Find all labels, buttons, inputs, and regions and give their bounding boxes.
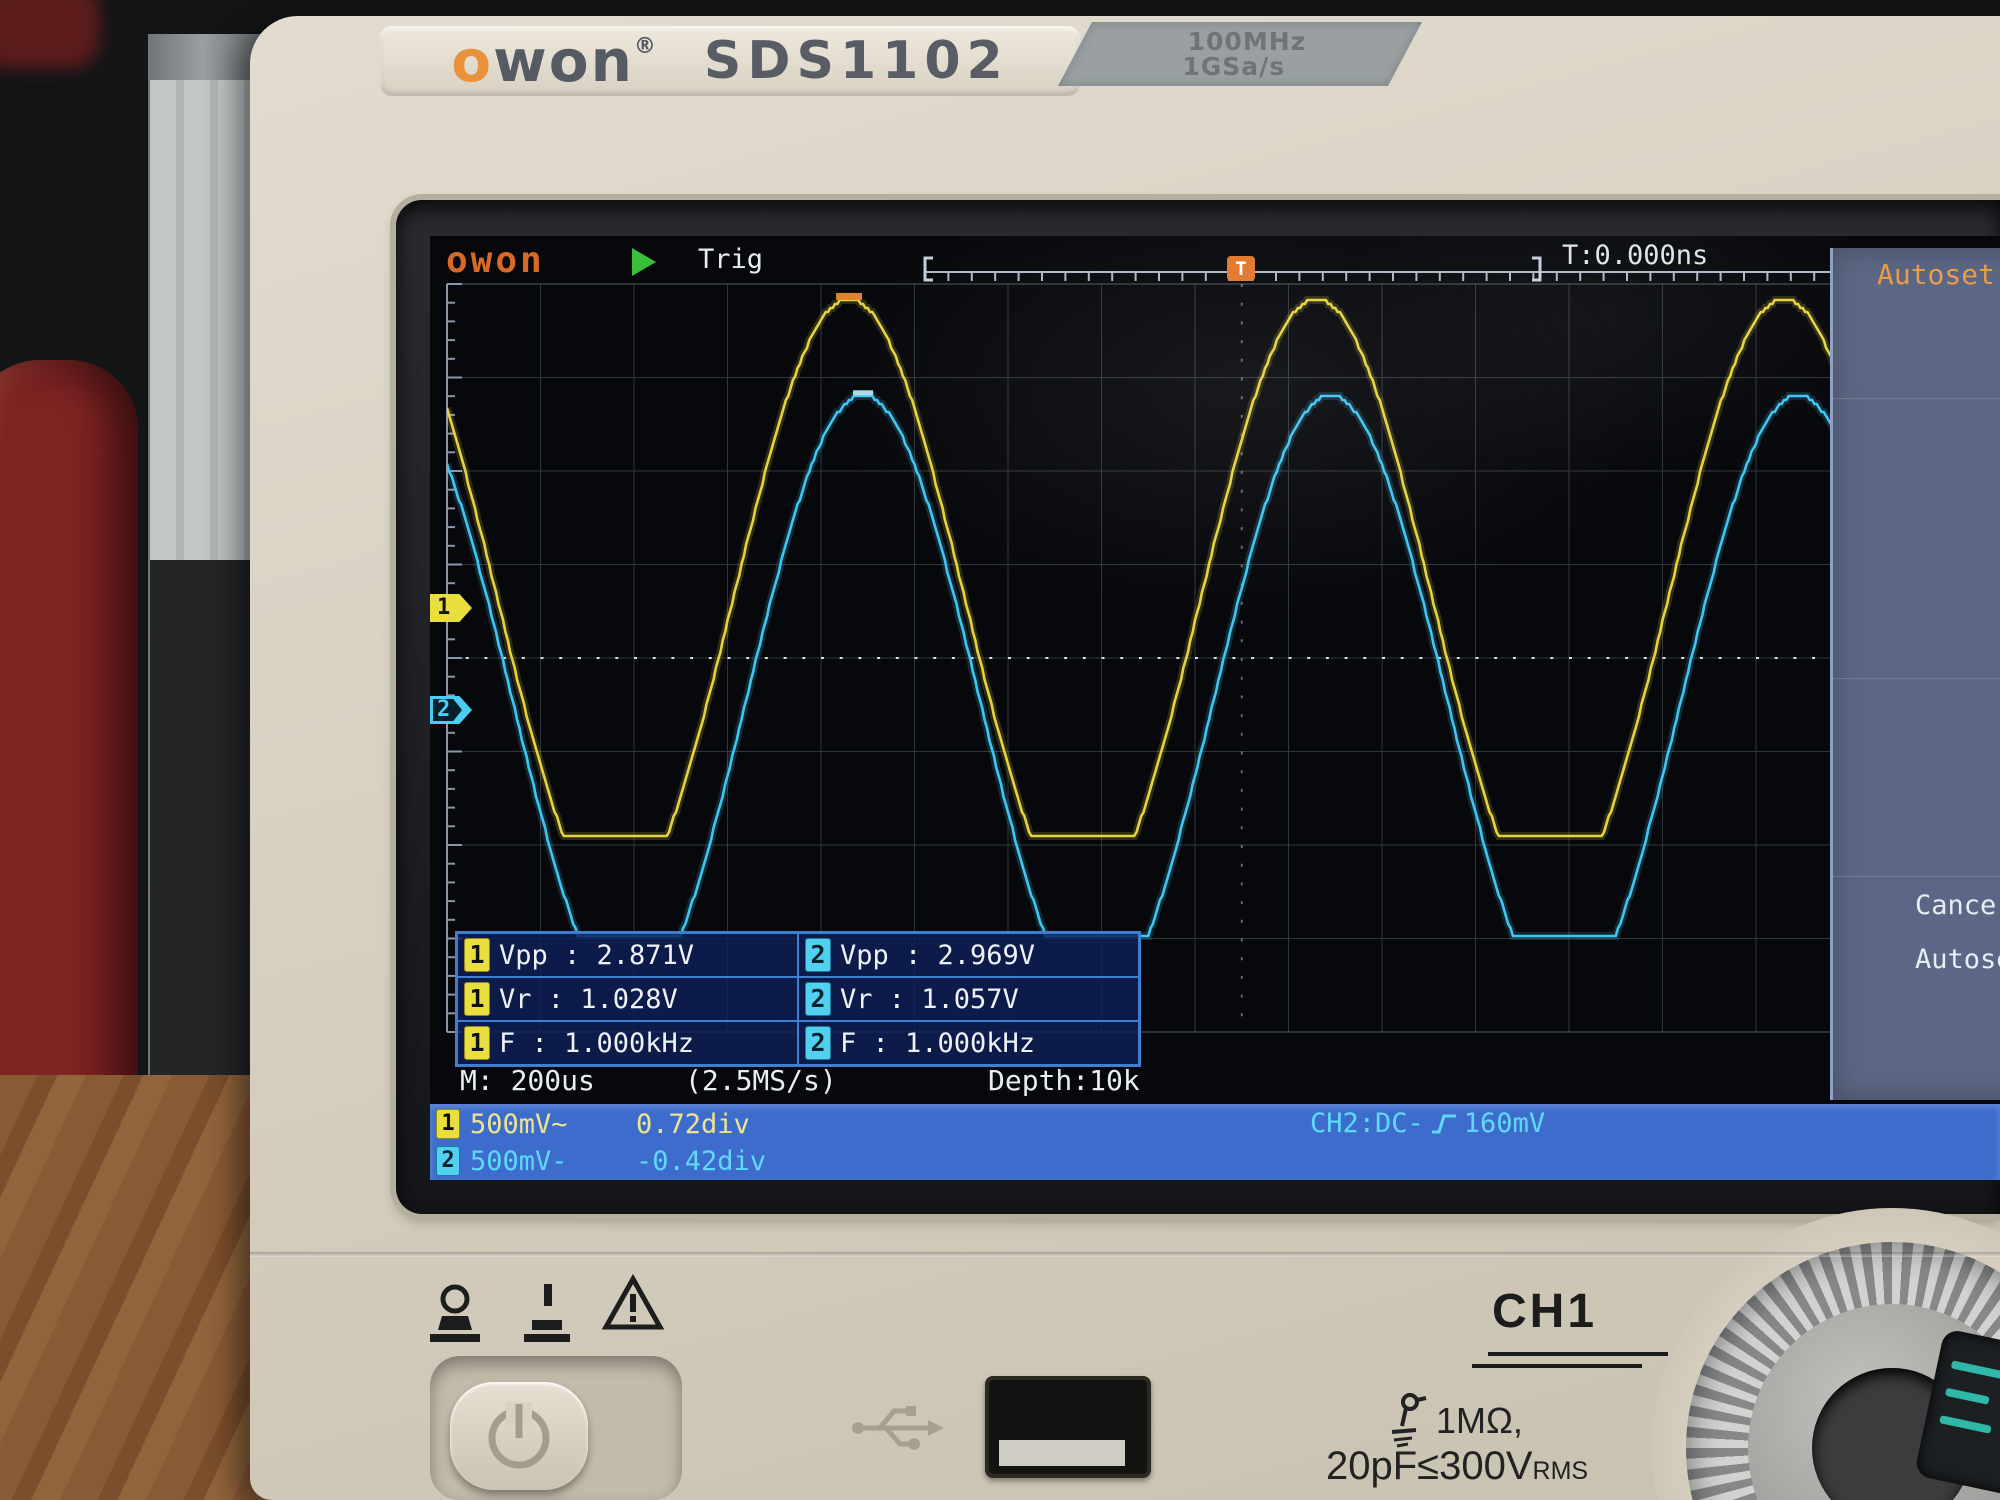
meas-ch1-vpp: 1 Vpp : 2.871V <box>457 933 798 977</box>
probe-label-line <box>1939 1415 1992 1434</box>
channel-info-bar: 1 500mV~ 0.72div 2 500mV- -0.42div CH2:D… <box>430 1104 2000 1180</box>
run-state-play-icon <box>632 248 656 276</box>
meas-ch1-vr: 1 Vr : 1.028V <box>457 977 798 1021</box>
ch1-badge: 1 <box>464 982 490 1016</box>
meas-ch2-vpp: 2 Vpp : 2.969V <box>798 933 1139 977</box>
menu-title-autoset[interactable]: Autoset <box>1876 258 1995 291</box>
timebase-readout: M: 200us <box>460 1064 595 1097</box>
ch1-marker-number: 1 <box>437 595 451 620</box>
measurement-panel: 1 Vpp : 2.871V 1 Vr : 1.028V 1 F : 1.000… <box>455 931 1141 1067</box>
trigger-position-marker: T <box>1227 256 1255 281</box>
usb-port-tongue <box>999 1440 1125 1466</box>
input-impedance-label: 1MΩ, <box>1388 1392 1523 1450</box>
rising-edge-icon <box>1431 1114 1456 1133</box>
menu-item-cancel[interactable]: Cance <box>1915 890 1997 921</box>
ch1-scale: 500mV~ <box>470 1108 568 1140</box>
warning-triangle-icon <box>602 1274 664 1330</box>
oscilloscope-body: owon® SDS1102 100MHz 1GSa/s owon Trig T:… <box>250 16 2000 1500</box>
ch2-badge: 2 <box>436 1146 460 1176</box>
ch2-badge: 2 <box>805 982 831 1016</box>
status-bar: M: 200us (2.5MS/s) Depth:10k <box>430 1062 2000 1104</box>
usb-port <box>985 1376 1151 1478</box>
exclamation-base-icon <box>524 1284 570 1342</box>
ch1-underline <box>1472 1364 1642 1368</box>
meas-value: Vpp : 2.969V <box>840 939 1036 971</box>
menu-divider <box>1833 398 2000 399</box>
meas-value: Vpp : 2.871V <box>499 939 695 971</box>
panel-seam <box>250 1252 2000 1257</box>
model-number: SDS1102 <box>703 31 1009 91</box>
ch1-underline <box>1488 1352 1668 1356</box>
ch2-badge: 2 <box>805 1026 831 1060</box>
meas-value: Vr : 1.028V <box>499 983 678 1015</box>
memory-depth-readout: Depth:10k <box>988 1064 1140 1097</box>
ch2-info-line: 2 500mV- -0.42div <box>436 1143 766 1179</box>
ch2-position-marker: 2 <box>430 696 472 724</box>
screen-bezel: owon Trig T:0.000ns T Autoset Cance Auto… <box>396 200 2000 1214</box>
menu-divider <box>1833 876 2000 877</box>
ch2-position: -0.42div <box>636 1145 767 1177</box>
trigger-source: CH2:DC- <box>1310 1108 1424 1139</box>
meas-value: Vr : 1.057V <box>840 983 1019 1015</box>
meas-ch2-freq: 2 F : 1.000kHz <box>798 1021 1139 1065</box>
ch1-info-line: 1 500mV~ 0.72div <box>436 1106 750 1142</box>
screen-logo: owon <box>446 240 545 281</box>
trig-status-label: Trig <box>698 244 764 275</box>
ch2-marker-inner <box>433 699 462 721</box>
menu-divider <box>1833 678 2000 679</box>
probe-label-line <box>1944 1387 1990 1405</box>
background-red-object <box>0 0 100 68</box>
ch2-scale: 500mV- <box>470 1145 568 1177</box>
power-button-recess <box>430 1356 682 1500</box>
bandwidth-text: 100MHz <box>1187 27 1306 56</box>
ch1-badge: 1 <box>464 938 490 972</box>
ch2-marker-number: 2 <box>437 697 451 722</box>
oscilloscope-screen: owon Trig T:0.000ns T Autoset Cance Auto… <box>430 236 2000 1180</box>
person-button-icon <box>430 1284 480 1342</box>
ch1-position: 0.72div <box>636 1108 750 1140</box>
meas-ch2-vr: 2 Vr : 1.057V <box>798 977 1139 1021</box>
red-tool-handle <box>0 360 138 1170</box>
bandwidth-badge: 100MHz 1GSa/s <box>1057 22 1423 86</box>
trigger-level: 160mV <box>1463 1108 1546 1139</box>
menu-item-autoset[interactable]: Autose <box>1915 944 2000 975</box>
power-button[interactable] <box>450 1382 588 1490</box>
power-icon <box>488 1402 550 1469</box>
nameplate: owon® SDS1102 <box>380 26 1080 96</box>
samplerate-text: 1GSa/s <box>1181 52 1285 81</box>
meas-ch1-freq: 1 F : 1.000kHz <box>457 1021 798 1065</box>
meas-value: F : 1.000kHz <box>840 1027 1036 1059</box>
samplerate-readout: (2.5MS/s) <box>685 1064 837 1097</box>
registered-mark: ® <box>633 34 658 59</box>
brand-logo: owon® <box>451 27 658 95</box>
rating-value: 20pF≤300V <box>1326 1444 1533 1488</box>
usb-icon <box>852 1406 944 1450</box>
ch1-input-label: CH1 <box>1492 1285 1598 1338</box>
probe-label-line <box>1950 1360 2000 1381</box>
impedance-value: 1MΩ, <box>1436 1400 1523 1441</box>
trigger-source-readout: CH2:DC- 160mV <box>1310 1108 1545 1139</box>
rating-unit-sub: RMS <box>1532 1457 1589 1485</box>
ch2-badge: 2 <box>805 938 831 972</box>
softkey-menu-panel: Autoset Cance Autose <box>1830 248 2000 1100</box>
ch1-position-marker: 1 <box>430 594 472 622</box>
probe-symbol-icon <box>1391 1393 1427 1448</box>
ch1-badge: 1 <box>436 1109 460 1139</box>
ch1-badge: 1 <box>464 1026 490 1060</box>
trigger-time-readout: T:0.000ns <box>1562 240 1709 271</box>
meas-value: F : 1.000kHz <box>499 1027 695 1059</box>
voltage-rating-label: 20pF≤300VRMS <box>1326 1444 1588 1489</box>
